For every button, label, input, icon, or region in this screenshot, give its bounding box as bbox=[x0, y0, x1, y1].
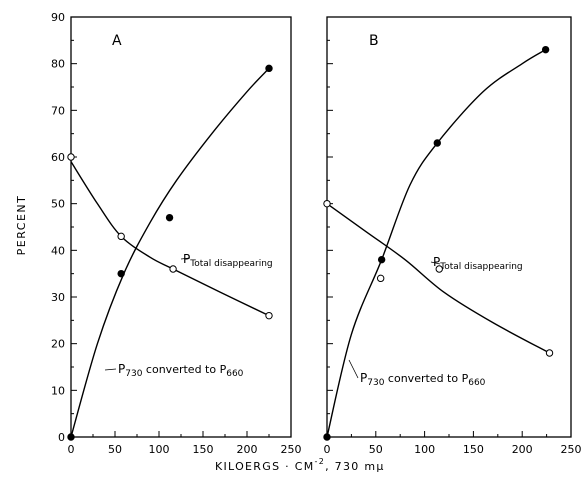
data-point-open bbox=[265, 311, 273, 320]
y-tick-label: 90 bbox=[51, 11, 65, 24]
panel-label: B bbox=[369, 33, 379, 49]
panel-a: 0 50 100 150 200 250 0 10 20 30 40 50 60 70 80 90 A P730 … bbox=[51, 11, 302, 456]
data-point-open bbox=[323, 199, 331, 208]
series-label: PTotal disappearing bbox=[183, 252, 273, 269]
data-point-open bbox=[169, 265, 177, 273]
y-tick-label: 60 bbox=[51, 151, 65, 164]
data-point-filled bbox=[67, 433, 75, 441]
data-point-filled bbox=[541, 45, 550, 54]
panel-label: A bbox=[112, 33, 122, 49]
series-leader-line bbox=[348, 359, 359, 379]
x-tick-label: 200 bbox=[512, 443, 533, 456]
x-tick-label: 0 bbox=[324, 443, 331, 456]
series-leader-line bbox=[104, 368, 117, 371]
series-label: PTotal disappearing bbox=[433, 255, 523, 272]
series-leader-line bbox=[180, 257, 191, 260]
y-tick-label: 50 bbox=[51, 198, 65, 211]
y-axis-label: PERCENT bbox=[15, 195, 28, 256]
data-point-filled bbox=[117, 269, 125, 278]
x-tick-label: 150 bbox=[463, 443, 484, 456]
panel-b: 0 50 100 150 200 250 B P730 converted to P660 PT… bbox=[323, 16, 581, 456]
x-tick-label: 250 bbox=[281, 443, 302, 456]
y-tick-label: 20 bbox=[51, 338, 65, 351]
data-point-filled bbox=[323, 433, 331, 441]
series-leader-line bbox=[430, 261, 441, 265]
data-point-open bbox=[67, 153, 75, 161]
y-tick-label: 30 bbox=[51, 291, 65, 304]
x-tick-label: 50 bbox=[108, 443, 122, 456]
x-tick-label: 200 bbox=[237, 443, 258, 456]
series-label: P730 converted to P660 bbox=[118, 362, 244, 379]
y-tick-label: 10 bbox=[51, 384, 65, 397]
x-tick-label: 100 bbox=[414, 443, 435, 456]
x-tick-label: 0 bbox=[68, 443, 75, 456]
x-tick-label: 100 bbox=[149, 443, 170, 456]
series-line bbox=[70, 161, 270, 317]
x-tick-label: 150 bbox=[193, 443, 214, 456]
x-tick-label: 250 bbox=[561, 443, 581, 456]
data-point-filled bbox=[433, 139, 441, 147]
data-point-filled bbox=[377, 255, 386, 264]
series-line bbox=[70, 67, 270, 438]
data-point-open bbox=[545, 349, 554, 357]
data-point-open bbox=[117, 232, 125, 241]
series-line bbox=[326, 203, 550, 354]
series-label: P730 converted to P660 bbox=[360, 371, 486, 388]
x-axis-label: KILOERGS · CM-2, 730 mμ bbox=[215, 457, 385, 473]
y-tick-label: 70 bbox=[51, 104, 65, 117]
data-point-open bbox=[376, 274, 385, 283]
data-point-filled bbox=[265, 64, 273, 73]
data-point-filled bbox=[165, 213, 174, 222]
x-tick-label: 50 bbox=[369, 443, 383, 456]
series-line bbox=[326, 49, 546, 438]
y-tick-label: 0 bbox=[58, 431, 65, 444]
data-point-open bbox=[435, 265, 443, 273]
y-tick-label: 40 bbox=[51, 244, 65, 257]
y-tick-label: 80 bbox=[51, 58, 65, 71]
